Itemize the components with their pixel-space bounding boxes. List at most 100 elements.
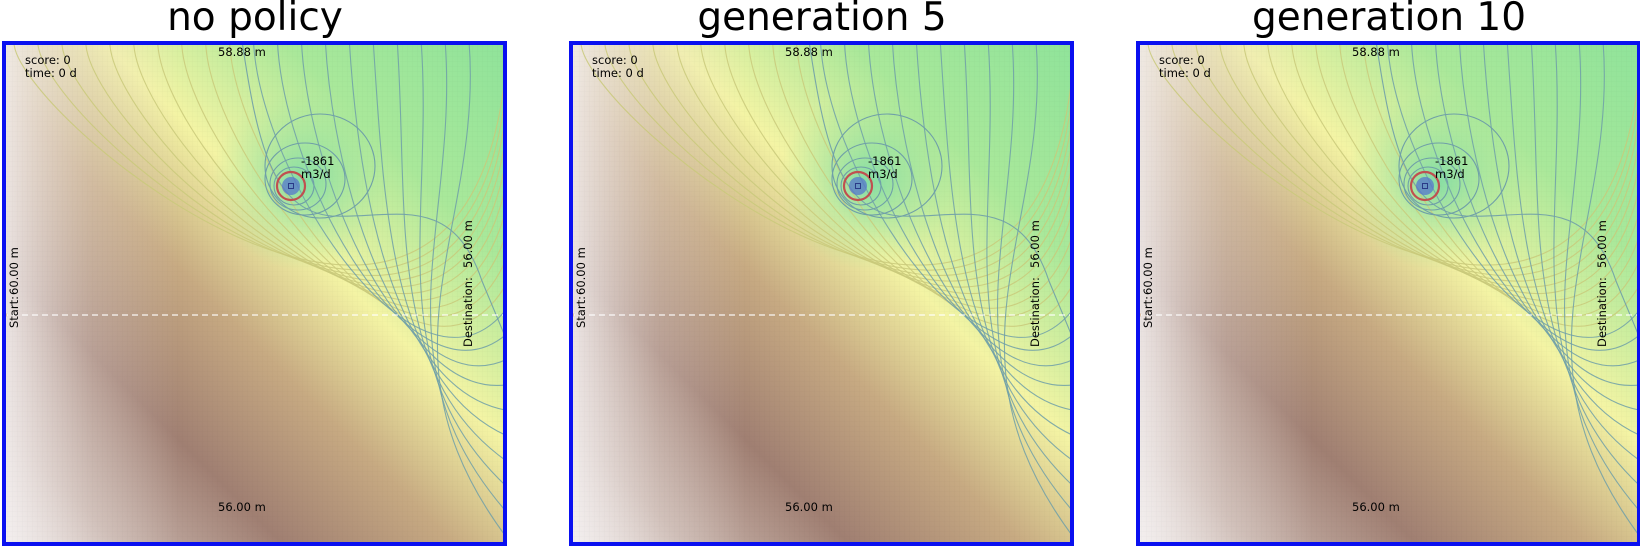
- well-contours: [264, 113, 376, 219]
- contour-line: [1339, 41, 1640, 318]
- contour-line: [181, 41, 507, 309]
- destination-label: Destination:: [1028, 277, 1042, 347]
- destination-label: Destination:: [1595, 277, 1609, 347]
- contour-line: [1386, 41, 1640, 338]
- contour-line: [580, 41, 1074, 266]
- contour-line: [1506, 41, 1640, 437]
- contour-line: [241, 41, 507, 342]
- contour-line: [1219, 41, 1640, 282]
- contour-line: [228, 41, 507, 327]
- panel-title: generation 10: [1251, 0, 1527, 40]
- contour-line: [867, 41, 1074, 367]
- top-boundary-head: 58.88 m: [785, 45, 833, 59]
- contour-line: [795, 41, 1074, 327]
- well-unit-label: m3/d: [301, 167, 331, 181]
- groundwater-map: [1136, 41, 1640, 546]
- panel-title: generation 5: [697, 0, 947, 40]
- contour-line: [963, 41, 1074, 462]
- head-contours: [580, 41, 1074, 539]
- well-contours: [831, 113, 943, 219]
- destination-head-label: 56.00 m: [1028, 220, 1042, 268]
- pumping-well: [275, 170, 307, 202]
- contour-line: [61, 41, 507, 276]
- contour-line: [1267, 41, 1640, 294]
- start-label: Start:: [574, 296, 588, 328]
- well-rate-label: -1861: [301, 154, 335, 168]
- head-contours: [13, 41, 507, 539]
- contour-line: [419, 41, 507, 488]
- start-head-label: 60.00 m: [574, 247, 588, 295]
- groundwater-map: [569, 41, 1074, 546]
- contour-line: [1362, 41, 1640, 327]
- contour-line: [276, 41, 507, 351]
- pumping-well: [842, 170, 874, 202]
- contour-line: [1410, 41, 1640, 351]
- contour-line: [324, 41, 507, 386]
- contour-line: [348, 41, 507, 411]
- start-label: Start:: [7, 296, 21, 328]
- contour-line: [996, 41, 1074, 513]
- pumping-well: [1409, 170, 1441, 202]
- destination-label: Destination:: [461, 277, 475, 347]
- panel-no-policy: no policy score: 0 time: 0 d 58.88 m 56.00 …: [0, 0, 510, 548]
- contour-line: [85, 41, 507, 282]
- contour-line: [604, 41, 1074, 271]
- contour-line: [748, 41, 1074, 309]
- contour-line: [986, 41, 1074, 488]
- contour-line: [1434, 41, 1640, 367]
- contour-line: [1171, 41, 1640, 271]
- score-label: score: 0: [1159, 53, 1205, 67]
- contour-line: [37, 41, 507, 271]
- contour-line: [1482, 41, 1640, 411]
- start-head-label: 60.00 m: [1141, 247, 1155, 295]
- contour-line: [1563, 41, 1640, 513]
- bottom-boundary-head: 56.00 m: [785, 500, 833, 514]
- field-border: [2, 41, 507, 546]
- contour-line: [1195, 41, 1640, 276]
- field-border: [1136, 41, 1640, 546]
- contour-line: [436, 41, 507, 539]
- contour-line: [300, 41, 507, 367]
- contour-line: [157, 41, 507, 302]
- bottom-boundary-head: 56.00 m: [1352, 500, 1400, 514]
- well-unit-label: m3/d: [1435, 167, 1465, 181]
- contour-line: [133, 41, 507, 294]
- start-label: Start:: [1141, 296, 1155, 328]
- bottom-boundary-head: 56.00 m: [218, 500, 266, 514]
- head-contours: [1147, 41, 1640, 538]
- game-field: score: 0 time: 0 d 58.88 m 56.00 m -1861 m3/d…: [2, 41, 507, 546]
- time-label: time: 0 d: [25, 66, 77, 80]
- contour-line: [372, 41, 507, 437]
- well-contours: [1398, 113, 1510, 219]
- well-unit-label: m3/d: [868, 167, 898, 181]
- contour-line: [1315, 41, 1640, 309]
- contour-line: [1003, 41, 1074, 539]
- contour-line: [891, 41, 1074, 386]
- contour-line: [396, 41, 507, 462]
- panel-title: no policy: [167, 0, 343, 40]
- contour-line: [843, 41, 1074, 351]
- score-label: score: 0: [592, 53, 638, 67]
- contour-line: [1147, 41, 1640, 266]
- contour-line: [1570, 41, 1640, 538]
- contour-line: [939, 41, 1074, 437]
- contour-line: [808, 41, 1074, 342]
- panel-generation-10: generation 10 score: 0 time: 0 d 58.88 m 56…: [1134, 0, 1640, 548]
- top-boundary-head: 58.88 m: [218, 45, 266, 59]
- contour-line: [700, 41, 1074, 294]
- contour-line: [252, 41, 507, 338]
- well-rate-label: -1861: [1435, 154, 1469, 168]
- destination-head-label: 56.00 m: [461, 220, 475, 268]
- contour-line: [1530, 41, 1640, 462]
- time-label: time: 0 d: [1159, 66, 1211, 80]
- well-rate-label: -1861: [868, 154, 902, 168]
- contour-line: [109, 41, 507, 288]
- score-label: score: 0: [25, 53, 71, 67]
- contour-line: [628, 41, 1074, 276]
- start-head-label: 60.00 m: [7, 247, 21, 295]
- contour-line: [652, 41, 1074, 282]
- contour-line: [1553, 41, 1640, 487]
- contour-line: [1291, 41, 1640, 302]
- contour-line: [819, 41, 1074, 338]
- contour-line: [13, 41, 507, 266]
